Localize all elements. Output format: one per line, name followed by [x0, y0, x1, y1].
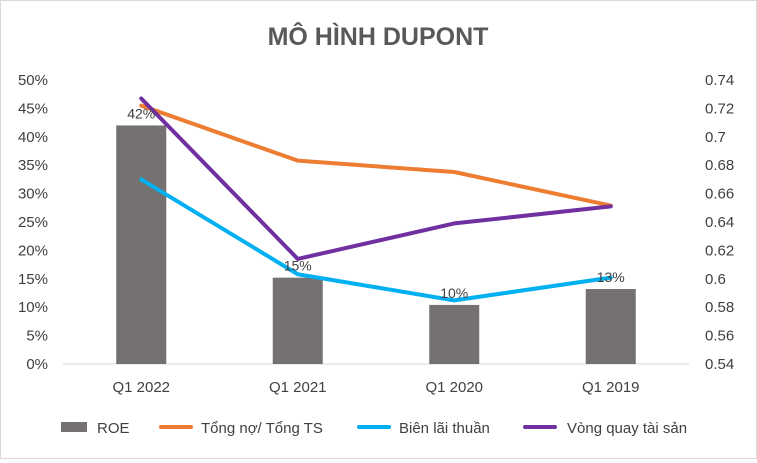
legend-item: Vòng quay tài sản — [523, 420, 687, 437]
left-axis: 0% 5% 10% 15% 20% 25% 30% 35% 40% 45% 50% — [18, 72, 48, 373]
tong-no-tong-ts-line — [139, 103, 613, 208]
right-tick-label: 0.7 — [705, 129, 726, 146]
left-tick-label: 40% — [18, 129, 48, 146]
left-tick-label: 10% — [18, 299, 48, 316]
left-tick-label: 5% — [26, 328, 48, 345]
x-tick-label: Q1 2022 — [112, 379, 170, 396]
right-tick-label: 0.66 — [705, 186, 734, 203]
right-tick-label: 0.6 — [705, 271, 726, 288]
bien-lai-thuan-line — [139, 177, 613, 303]
chart-title: MÔ HÌNH DUPONT — [268, 21, 489, 51]
right-tick-label: 0.56 — [705, 328, 734, 345]
left-tick-label: 20% — [18, 242, 48, 259]
x-tick-label: Q1 2019 — [582, 379, 640, 396]
roe-data-labels: 42% 15% 10% 13% — [127, 105, 625, 300]
left-tick-label: 35% — [18, 157, 48, 174]
left-tick-label: 25% — [18, 214, 48, 231]
x-tick-label: Q1 2020 — [425, 379, 483, 396]
legend: ROE Tổng nợ/ Tổng TS Biên lãi thuần Vòng qu… — [61, 420, 687, 437]
left-tick-label: 45% — [18, 100, 48, 117]
left-tick-label: 15% — [18, 271, 48, 288]
roe-bar — [585, 289, 636, 364]
vong-quay-tai-san-line — [139, 96, 613, 261]
right-tick-label: 0.72 — [705, 100, 734, 117]
right-axis: 0.54 0.56 0.58 0.6 0.62 0.64 0.66 0.68 0.7 0.72 0.… — [705, 72, 734, 373]
right-tick-label: 0.58 — [705, 299, 734, 316]
legend-item: ROE — [61, 420, 130, 437]
legend-label: Tổng nợ/ Tổng TS — [201, 420, 323, 437]
right-tick-label: 0.64 — [705, 214, 734, 231]
right-tick-label: 0.62 — [705, 242, 734, 259]
left-tick-label: 0% — [26, 356, 48, 373]
x-tick-label: Q1 2021 — [269, 379, 327, 396]
roe-data-label: 10% — [440, 285, 468, 301]
roe-bar — [272, 277, 323, 364]
x-axis-ticks: Q1 2022 Q1 2021 Q1 2020 Q1 2019 — [112, 379, 639, 396]
right-tick-label: 0.54 — [705, 356, 734, 373]
legend-label: ROE — [97, 420, 130, 437]
legend-swatch — [61, 422, 87, 432]
left-tick-label: 50% — [18, 72, 48, 89]
roe-data-label: 15% — [284, 258, 312, 274]
right-tick-label: 0.74 — [705, 72, 734, 89]
legend-item: Tổng nợ/ Tổng TS — [159, 420, 323, 437]
roe-bars — [116, 125, 636, 364]
roe-data-label: 42% — [127, 105, 155, 121]
left-tick-label: 30% — [18, 186, 48, 203]
series-lines — [139, 96, 613, 303]
roe-bar — [116, 125, 167, 364]
roe-bar — [429, 304, 480, 364]
legend-item: Biên lãi thuần — [357, 420, 490, 437]
legend-label: Vòng quay tài sản — [567, 420, 687, 437]
legend-label: Biên lãi thuần — [399, 420, 490, 437]
right-tick-label: 0.68 — [705, 157, 734, 174]
roe-data-label: 13% — [597, 269, 625, 285]
